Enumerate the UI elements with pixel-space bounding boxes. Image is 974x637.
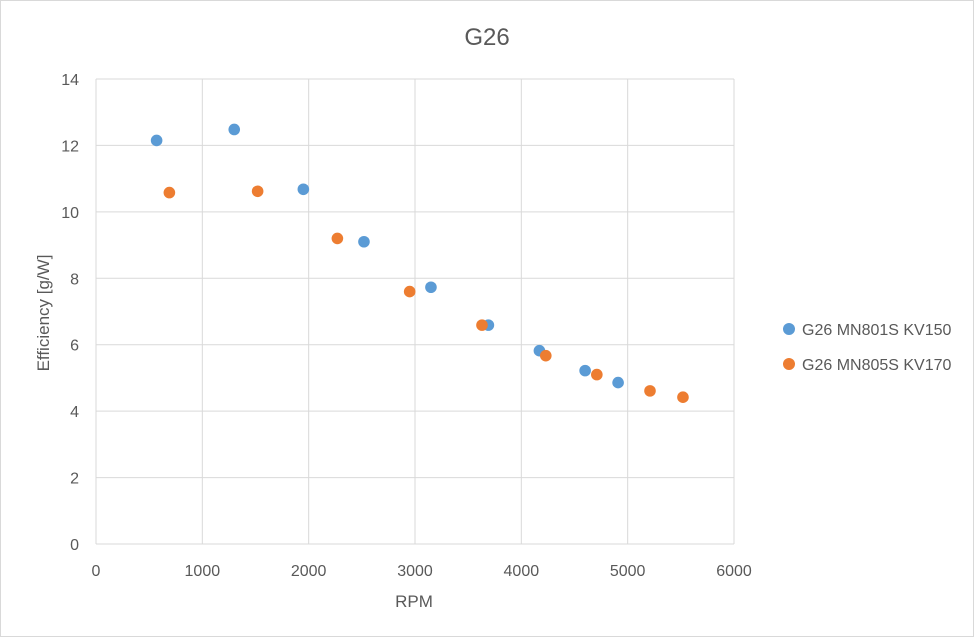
data-point-series-2 (539, 349, 552, 362)
x-tick-label: 5000 (610, 563, 646, 580)
data-point-series-2 (331, 232, 344, 245)
legend-item-series-1: G26 MN801S KV150 (783, 322, 952, 339)
data-point-series-2 (403, 285, 416, 298)
y-tick-label: 0 (70, 537, 79, 554)
legend-label-series-2: G26 MN805S KV170 (802, 357, 952, 374)
data-point-series-1 (228, 123, 241, 136)
y-tick-label: 12 (61, 138, 79, 155)
data-points (150, 123, 689, 403)
x-tick-label: 6000 (716, 563, 752, 580)
y-tick-label: 4 (70, 404, 79, 421)
x-tick-label: 1000 (185, 563, 221, 580)
grid-layer (95, 78, 735, 545)
data-point-series-2 (476, 319, 488, 331)
data-point-series-1 (358, 235, 370, 248)
y-axis-label: Efficiency [g/W] (34, 255, 53, 372)
data-point-series-1 (297, 183, 310, 196)
chart-title: G26 (464, 24, 509, 51)
data-point-series-1 (425, 281, 437, 294)
y-tick-label: 6 (70, 338, 79, 355)
y-tick-label: 14 (61, 72, 79, 89)
x-tick-label: 2000 (291, 563, 327, 580)
legend-item-series-2: G26 MN805S KV170 (783, 357, 952, 374)
legend: G26 MN801S KV150 G26 MN805S KV170 (783, 322, 952, 374)
tick-labels: 0 1000 2000 3000 4000 5000 6000 0 2 4 6 8 10 12 14 (61, 72, 752, 580)
data-point-series-2 (251, 185, 264, 198)
x-tick-label: 4000 (504, 563, 540, 580)
legend-marker-series-1 (783, 323, 795, 335)
x-tick-label: 0 (92, 563, 101, 580)
x-tick-label: 3000 (397, 563, 433, 580)
data-point-series-2 (591, 368, 603, 381)
data-point-series-1 (612, 376, 624, 389)
y-tick-label: 10 (61, 205, 79, 222)
y-tick-label: 2 (70, 471, 79, 488)
data-point-series-1 (150, 134, 163, 147)
data-point-series-2 (677, 391, 689, 403)
y-tick-label: 8 (70, 271, 79, 288)
legend-marker-series-2 (783, 358, 795, 370)
data-point-series-2 (163, 186, 176, 199)
legend-label-series-1: G26 MN801S KV150 (802, 322, 952, 339)
x-axis-label: RPM (395, 592, 433, 611)
data-point-series-2 (644, 385, 656, 397)
data-point-series-1 (579, 364, 591, 377)
